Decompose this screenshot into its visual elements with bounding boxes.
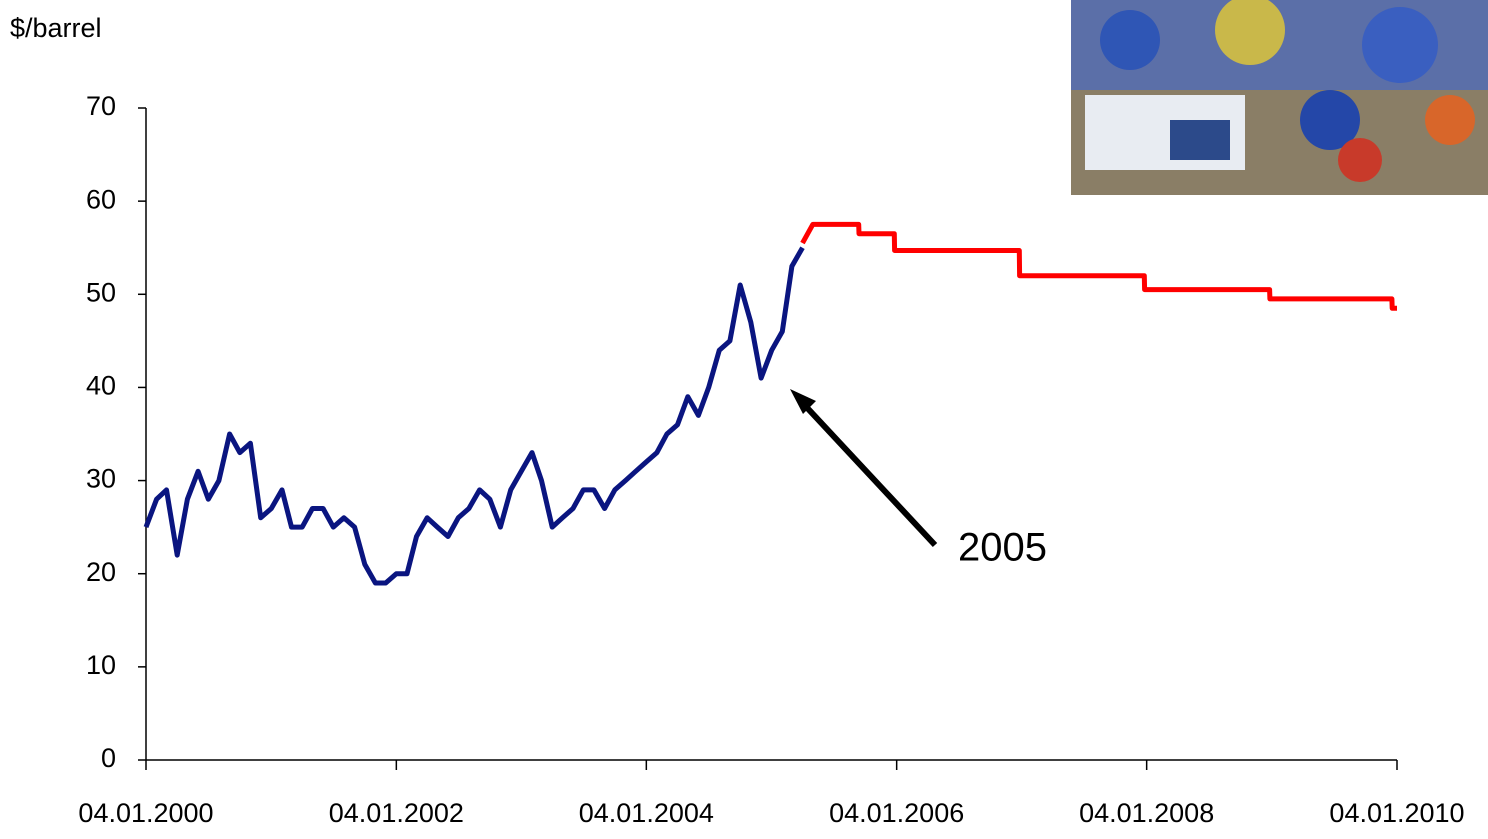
y-tick-label: 10 xyxy=(86,650,116,680)
y-axis-label: $/barrel xyxy=(10,13,102,43)
y-tick-label: 50 xyxy=(86,277,116,307)
y-tick-label: 0 xyxy=(101,743,116,773)
y-tick-label: 40 xyxy=(86,371,116,401)
x-tick-label: 04.01.2000 xyxy=(78,798,213,828)
x-tick-label: 04.01.2010 xyxy=(1329,798,1464,828)
photo xyxy=(1071,0,1488,195)
y-tick-label: 20 xyxy=(86,557,116,587)
y-tick-label: 70 xyxy=(86,91,116,121)
arrow-head xyxy=(790,389,816,414)
x-tick-label: 04.01.2006 xyxy=(829,798,964,828)
y-tick-label: 60 xyxy=(86,184,116,214)
x-tick-label: 04.01.2008 xyxy=(1079,798,1214,828)
arrow xyxy=(795,395,938,548)
series-line xyxy=(800,221,1397,311)
annotation: 2005 xyxy=(958,526,1047,570)
series-line xyxy=(143,246,805,586)
x-tick-label: 04.01.2004 xyxy=(579,798,714,828)
x-tick-label: 04.01.2002 xyxy=(329,798,464,828)
y-tick-label: 30 xyxy=(86,464,116,494)
